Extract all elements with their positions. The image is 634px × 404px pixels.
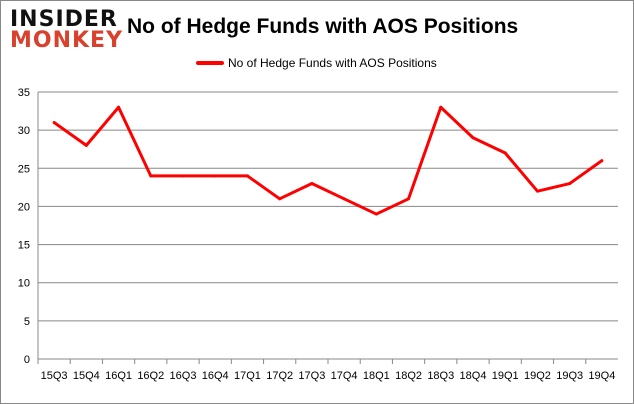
x-tick-label: 17Q3	[298, 370, 325, 382]
data-point	[342, 197, 346, 201]
series-line	[53, 105, 603, 216]
data-point	[149, 174, 153, 178]
x-tick-label: 18Q1	[363, 370, 390, 382]
data-point	[245, 174, 249, 178]
x-tick-label: 19Q2	[524, 370, 551, 382]
data-point	[278, 197, 282, 201]
data-point	[84, 143, 88, 147]
x-tick-label: 17Q2	[266, 370, 293, 382]
y-tick-label: 5	[24, 316, 30, 328]
x-tick-label: 18Q2	[395, 370, 422, 382]
x-tick-label: 19Q4	[588, 370, 615, 382]
legend: No of Hedge Funds with AOS Positions	[196, 56, 437, 70]
data-point	[213, 174, 217, 178]
y-tick-label: 20	[18, 201, 30, 213]
y-tick-label: 0	[24, 354, 30, 366]
data-point	[600, 159, 604, 163]
x-tick-label: 15Q4	[73, 370, 100, 382]
y-tick-label: 15	[18, 240, 30, 252]
logo-insider: INSIDER	[10, 7, 118, 32]
x-tick-label: 16Q3	[170, 370, 197, 382]
x-tick-label: 19Q3	[556, 370, 583, 382]
data-point	[535, 189, 539, 193]
data-point	[439, 105, 443, 109]
y-tick-label: 10	[18, 278, 30, 290]
x-tick-label: 17Q1	[234, 370, 261, 382]
y-tick-label: 35	[18, 87, 30, 99]
data-point	[310, 182, 314, 186]
chart-title: No of Hedge Funds with AOS Positions	[127, 15, 519, 38]
legend-label: No of Hedge Funds with AOS Positions	[228, 56, 437, 70]
x-tick-label: 18Q3	[427, 370, 454, 382]
data-point	[52, 121, 56, 125]
x-tick-label: 15Q3	[41, 370, 68, 382]
data-point	[471, 136, 475, 140]
x-tick-label: 16Q1	[105, 370, 132, 382]
data-point	[181, 174, 185, 178]
y-tick-label: 30	[18, 125, 30, 137]
x-tick-label: 16Q4	[202, 370, 229, 382]
logo-monkey: MONKEY	[10, 28, 124, 53]
x-tick-label: 19Q1	[492, 370, 519, 382]
data-point	[374, 212, 378, 216]
y-tick-label: 25	[18, 163, 30, 175]
x-tick-label: 17Q4	[331, 370, 358, 382]
legend-swatch	[196, 61, 224, 65]
x-tick-label: 18Q4	[460, 370, 487, 382]
data-point	[407, 197, 411, 201]
data-point	[117, 105, 121, 109]
data-point	[568, 182, 572, 186]
x-tick-label: 16Q2	[137, 370, 164, 382]
data-point	[503, 151, 507, 155]
